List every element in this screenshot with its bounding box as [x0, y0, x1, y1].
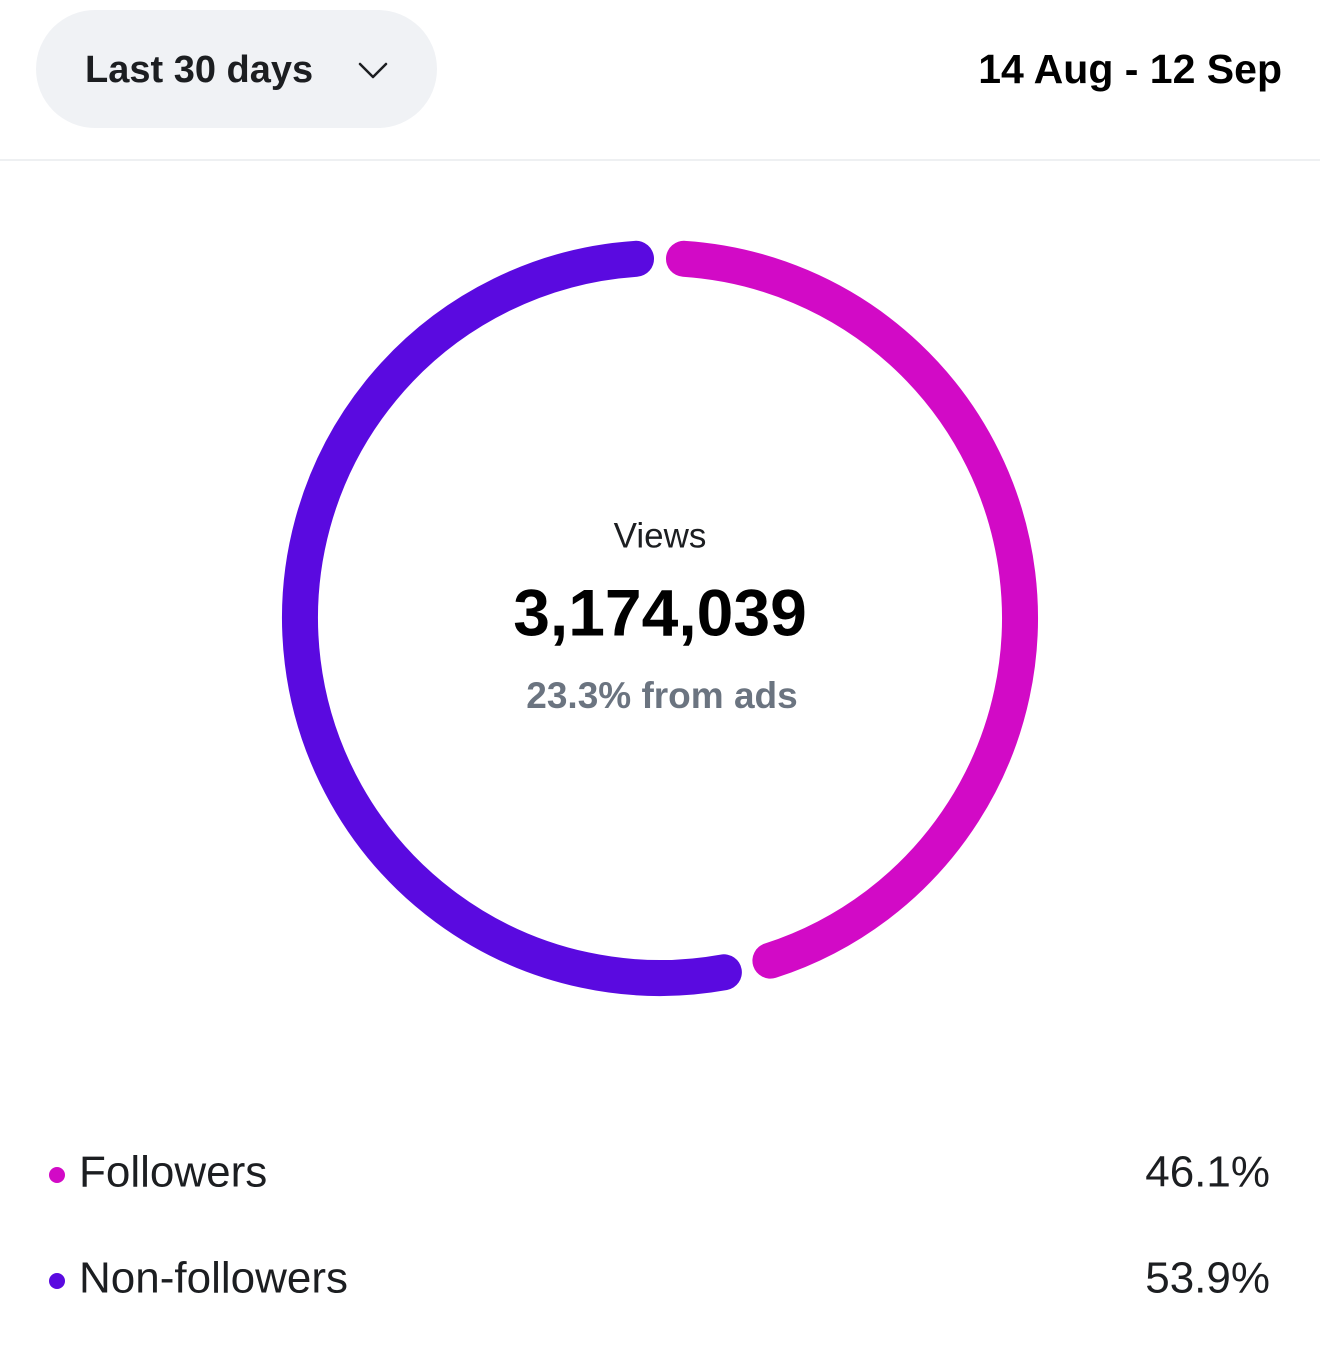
center-value: 3,174,039	[513, 575, 807, 649]
donut-segment	[282, 240, 742, 996]
legend-label: Followers	[79, 1148, 267, 1197]
donut-segment	[665, 240, 1038, 979]
center-subtitle: 23.3% from ads	[526, 675, 797, 716]
chevron-icon	[358, 62, 388, 79]
legend-value: 46.1%	[1145, 1148, 1270, 1197]
filter-button[interactable]: Last 30 days	[36, 10, 437, 128]
legend-dot	[49, 1167, 65, 1183]
date-range: 14 Aug - 12 Sep	[978, 46, 1282, 92]
button-bg	[36, 10, 437, 128]
center-title: Views	[614, 516, 707, 555]
legend-label: Non-followers	[79, 1254, 348, 1303]
filter-label: Last 30 days	[85, 49, 313, 91]
legend-value: 53.9%	[1145, 1254, 1270, 1303]
legend-dot	[49, 1273, 65, 1289]
